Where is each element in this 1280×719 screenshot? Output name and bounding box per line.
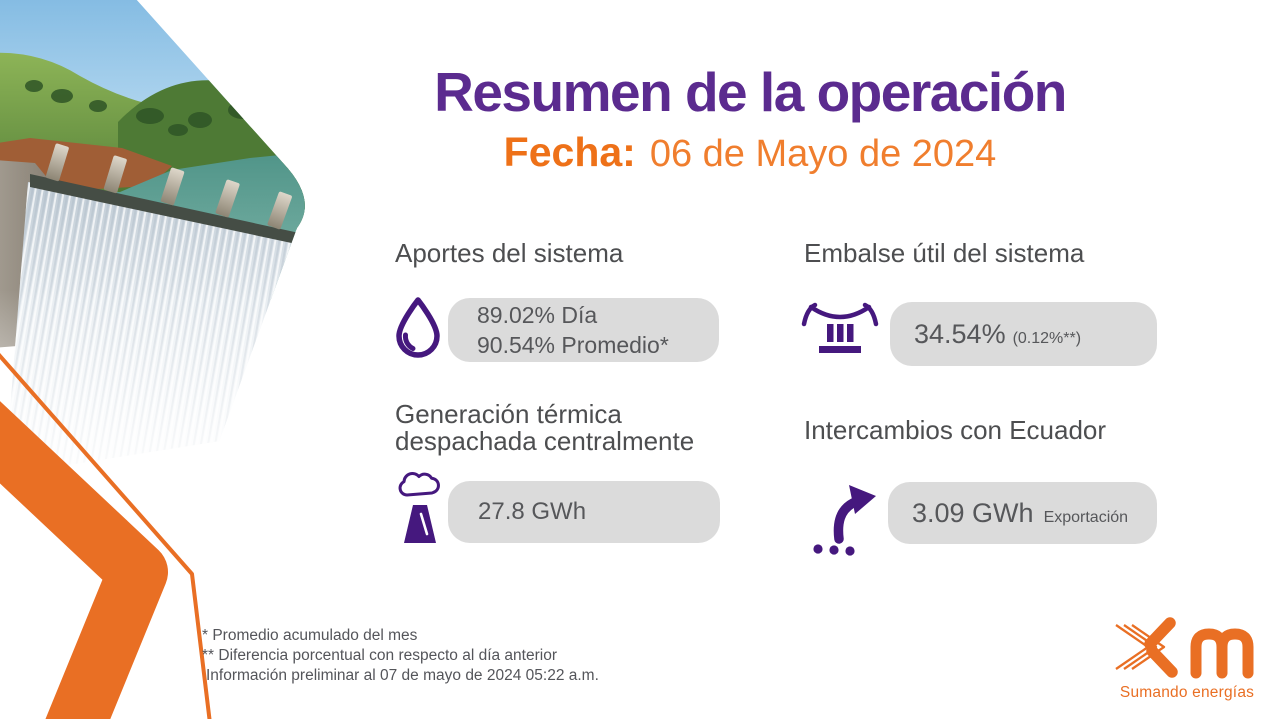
xm-logo	[1115, 617, 1254, 679]
aportes-value-pill: 89.02% Día 90.54% Promedio*	[448, 298, 719, 362]
thermal-plant-icon	[398, 471, 440, 543]
embalse-delta: (0.12%**)	[1012, 329, 1082, 347]
date-label: Fecha:	[503, 128, 636, 175]
termica-value: 27.8 GWh	[478, 498, 587, 525]
termica-value-pill: 27.8 GWh	[448, 481, 720, 543]
dam-icon	[801, 302, 879, 353]
water-drop-icon	[396, 297, 440, 358]
termica-title-line2: despachada centralmente	[395, 426, 695, 456]
left-decoration	[0, 0, 305, 719]
termica-title-line1: Generación térmica	[395, 399, 622, 429]
header: Resumen de la operación Fecha: 06 de May…	[340, 62, 1160, 176]
dam-piers	[45, 143, 292, 230]
ecuador-title: Intercambios con Ecuador	[804, 415, 1107, 445]
footnote-2: ** Diferencia porcentual con respecto al…	[202, 647, 557, 664]
aportes-value-day: 89.02% Día	[477, 302, 598, 328]
chevron-band	[0, 401, 168, 719]
aportes-value-average: 90.54% Promedio*	[477, 332, 669, 358]
aportes-title: Aportes del sistema	[395, 238, 624, 268]
export-arrow-icon	[813, 485, 876, 556]
date-value: 06 de Mayo de 2024	[649, 132, 997, 175]
footnote-3: Información preliminar al 07 de mayo de …	[206, 667, 599, 684]
embalse-value: 34.54%	[914, 318, 1006, 349]
footnote-1: * Promedio acumulado del mes	[202, 627, 418, 644]
termica-title: Generación térmica despachada centralmen…	[395, 401, 694, 455]
logo-tagline: Sumando energías	[1119, 684, 1255, 701]
chevron-outline	[0, 353, 212, 719]
ecuador-value: 3.09 GWh	[912, 497, 1034, 528]
page-title: Resumen de la operación	[434, 61, 1067, 123]
embalse-title: Embalse útil del sistema	[804, 238, 1085, 268]
date-line: Fecha: 06 de Mayo de 2024	[340, 129, 1160, 176]
ecuador-value-pill: 3.09 GWh Exportación	[888, 482, 1157, 544]
chevron-decoration	[0, 353, 212, 719]
footnotes: * Promedio acumulado del mes ** Diferenc…	[202, 626, 599, 686]
ecuador-tag: Exportación	[1043, 508, 1129, 526]
embalse-value-pill: 34.54% (0.12%**)	[890, 302, 1157, 366]
